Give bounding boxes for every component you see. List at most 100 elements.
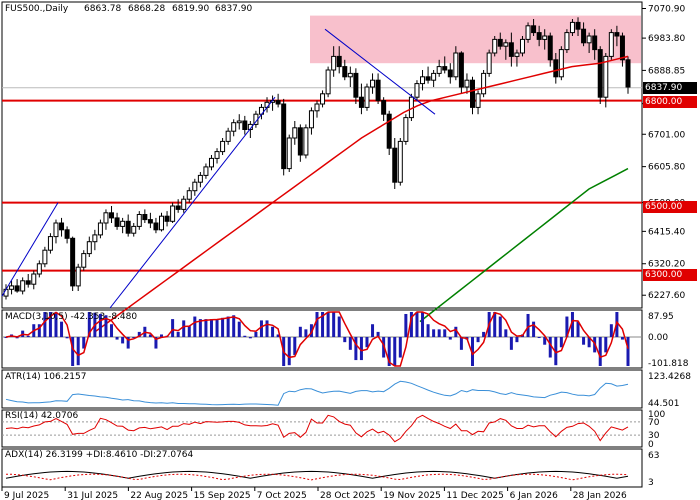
- candle-body-bear: [353, 72, 359, 98]
- candle: [425, 66, 431, 84]
- macd-histogram-bar: [337, 316, 341, 338]
- price-axis-label: 6701.00: [648, 130, 685, 140]
- candle-body-bull: [197, 174, 203, 183]
- candle: [131, 223, 137, 237]
- macd-histogram-bar: [226, 316, 230, 338]
- macd-histogram-bar: [376, 331, 380, 338]
- macd-histogram-bar: [587, 337, 591, 348]
- candle: [125, 214, 131, 237]
- macd-histogram-bar: [221, 317, 225, 338]
- candle: [181, 195, 187, 213]
- candle-body-bear: [125, 220, 131, 234]
- candle: [525, 22, 531, 43]
- trendline-3[interactable]: [324, 28, 436, 115]
- candle: [231, 119, 237, 137]
- price-axis-label: 6320.20: [648, 260, 685, 270]
- candle: [97, 219, 103, 239]
- macd-histogram-bar: [37, 324, 41, 338]
- candle-body-bear: [597, 49, 603, 98]
- candle-body-bull: [420, 76, 426, 85]
- time-axis-label: 28 Oct 2025: [320, 491, 376, 500]
- candle: [420, 70, 426, 91]
- candle-body-bull: [186, 190, 192, 200]
- candle-body-bull: [569, 21, 575, 34]
- macd-histogram-bar: [254, 331, 258, 338]
- price-axis-label: 6983.80: [648, 34, 685, 44]
- current-price-label: 6837.90: [643, 82, 697, 94]
- candle-body-bull: [159, 215, 164, 231]
- macd-histogram-bar: [387, 337, 391, 366]
- candle-body-bear: [147, 219, 153, 224]
- candle-body-bull: [586, 35, 592, 44]
- candle-body-bull: [564, 32, 570, 51]
- candle: [320, 90, 326, 108]
- candle: [120, 217, 126, 234]
- candle-body-bull: [603, 55, 609, 98]
- macd-histogram-bar: [154, 337, 158, 349]
- macd-histogram-bar: [26, 335, 30, 338]
- macd-histogram-bar: [509, 337, 513, 350]
- trendline-2[interactable]: [109, 96, 276, 309]
- macd-histogram-bar: [332, 312, 336, 338]
- candle: [497, 32, 503, 50]
- time-axis-label: 19 Nov 2025: [383, 491, 441, 500]
- candle: [403, 114, 409, 145]
- candle: [92, 229, 98, 251]
- candle-body-bull: [331, 55, 337, 71]
- candle-body-bear: [142, 214, 148, 221]
- indicator-panes[interactable]: [2, 311, 642, 481]
- candle: [575, 17, 581, 36]
- macd-histogram-bar: [371, 324, 375, 338]
- candle-body-bull: [97, 222, 103, 236]
- macd-histogram-bar: [454, 326, 458, 338]
- macd-histogram-bar: [354, 337, 358, 361]
- candle: [336, 46, 342, 74]
- time-axis-label: 6 Jan 2026: [510, 491, 558, 500]
- candle-body-bull: [608, 32, 614, 57]
- time-axis-label: 9 Jul 2025: [4, 491, 49, 500]
- candle: [36, 260, 42, 278]
- candle: [103, 209, 109, 230]
- macd-histogram-bar: [98, 313, 102, 338]
- candle-body-bear: [547, 35, 553, 61]
- macd-histogram-bar: [198, 319, 202, 338]
- candle-body-bull: [347, 72, 353, 78]
- candle-body-bear: [275, 100, 281, 105]
- candle: [186, 187, 192, 203]
- macd-histogram-bar: [287, 337, 291, 366]
- candle: [192, 178, 198, 196]
- macd-histogram-bar: [570, 312, 574, 338]
- close-value: 6837.90: [215, 4, 253, 14]
- candle-body-bull: [431, 72, 437, 81]
- candle: [42, 246, 48, 268]
- di-line: [5, 473, 629, 481]
- macd-histogram-bar: [65, 337, 69, 339]
- candle: [331, 46, 337, 77]
- candle-body-bull: [286, 137, 292, 170]
- candle: [203, 163, 209, 179]
- candle: [370, 73, 376, 94]
- candle: [592, 29, 598, 60]
- main-price-pane[interactable]: [1, 15, 642, 333]
- trendline-1[interactable]: [1, 202, 59, 297]
- macd-histogram-bar: [237, 321, 241, 338]
- candle: [364, 83, 370, 111]
- rsi-scale-label: 70: [648, 418, 660, 428]
- adx-pane-frame: [1, 448, 643, 488]
- macd-signal-line: [5, 311, 629, 367]
- candle-body-bear: [175, 205, 181, 210]
- level-6500-label: 6500.00: [643, 201, 697, 213]
- low-value: 6819.90: [172, 4, 210, 14]
- candle-body-bull: [503, 42, 509, 47]
- macd-histogram-bar: [48, 312, 52, 338]
- candle-body-bear: [153, 222, 159, 231]
- macd-histogram-bar: [598, 337, 602, 366]
- candle-body-bear: [25, 280, 31, 285]
- adx-scale-label: 3: [648, 478, 654, 488]
- candle-body-bear: [442, 66, 448, 71]
- candle: [558, 46, 564, 81]
- candle: [608, 29, 614, 60]
- candle: [431, 70, 437, 87]
- candle: [59, 217, 65, 237]
